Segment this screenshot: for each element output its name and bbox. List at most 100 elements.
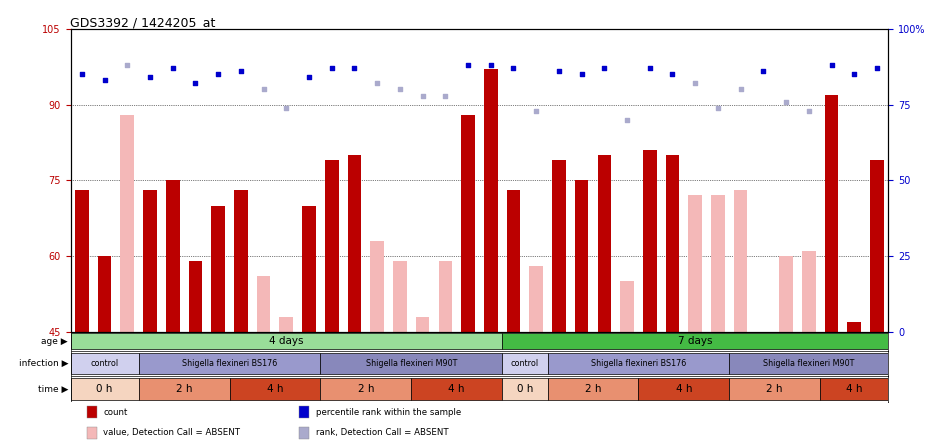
Point	[665, 71, 680, 78]
Point	[870, 65, 885, 72]
Bar	[779, 256, 793, 332]
Bar	[757, 332, 770, 357]
Bar	[325, 160, 338, 332]
Point	[97, 77, 112, 84]
Bar	[86, 406, 97, 418]
Text: 7 days: 7 days	[678, 336, 713, 346]
Point	[847, 71, 862, 78]
Text: Shigella flexineri M90T: Shigella flexineri M90T	[366, 359, 457, 368]
Text: 4 days: 4 days	[269, 336, 304, 346]
Point	[688, 80, 703, 87]
Bar	[824, 95, 838, 332]
Bar	[234, 190, 248, 332]
Text: 4 h: 4 h	[846, 384, 863, 394]
Text: 2 h: 2 h	[585, 384, 602, 394]
Point	[302, 74, 317, 81]
Bar	[257, 276, 271, 332]
Point	[279, 104, 294, 111]
Point	[438, 92, 453, 99]
Bar	[529, 266, 543, 332]
Point	[211, 71, 226, 78]
Point	[461, 62, 476, 69]
Bar	[70, 333, 502, 349]
Text: control: control	[90, 359, 118, 368]
Bar	[643, 150, 656, 332]
Bar	[802, 251, 816, 332]
Point	[324, 65, 339, 72]
Text: count: count	[103, 408, 128, 417]
Bar	[165, 180, 180, 332]
Point	[552, 68, 567, 75]
Bar	[139, 378, 229, 400]
Point	[188, 80, 203, 87]
Bar	[734, 190, 747, 332]
Bar	[484, 69, 497, 332]
Point	[415, 92, 431, 99]
Text: value, Detection Call = ABSENT: value, Detection Call = ABSENT	[103, 428, 241, 437]
Bar	[120, 115, 134, 332]
Bar	[502, 353, 547, 374]
Bar	[70, 378, 138, 400]
Bar	[502, 333, 888, 349]
Bar	[300, 427, 309, 439]
Point	[824, 62, 839, 69]
Bar	[547, 378, 638, 400]
Text: 0 h: 0 h	[517, 384, 533, 394]
Bar	[415, 317, 430, 332]
Text: control: control	[510, 359, 539, 368]
Text: 2 h: 2 h	[357, 384, 374, 394]
Text: GDS3392 / 1424205_at: GDS3392 / 1424205_at	[70, 16, 216, 29]
Text: rank, Detection Call = ABSENT: rank, Detection Call = ABSENT	[316, 428, 448, 437]
Bar	[303, 206, 316, 332]
Bar	[502, 378, 547, 400]
Point	[119, 62, 134, 69]
Bar	[666, 155, 680, 332]
Bar	[438, 261, 452, 332]
Text: 4 h: 4 h	[448, 384, 465, 394]
Point	[506, 65, 521, 72]
Bar	[552, 160, 566, 332]
Text: Shigella flexineri BS176: Shigella flexineri BS176	[591, 359, 686, 368]
Point	[528, 107, 543, 114]
Text: infection ▶: infection ▶	[19, 359, 68, 368]
Point	[369, 80, 384, 87]
Bar	[870, 160, 884, 332]
Point	[801, 107, 816, 114]
Point	[733, 86, 748, 93]
Bar	[212, 206, 225, 332]
Bar	[507, 190, 521, 332]
Text: Shigella flexineri BS176: Shigella flexineri BS176	[182, 359, 277, 368]
Point	[711, 104, 726, 111]
Bar	[574, 180, 588, 332]
Text: 4 h: 4 h	[267, 384, 283, 394]
Bar	[711, 195, 725, 332]
Bar	[638, 378, 729, 400]
Bar	[729, 353, 888, 374]
Bar	[143, 190, 157, 332]
Text: 2 h: 2 h	[176, 384, 193, 394]
Point	[74, 71, 89, 78]
Text: Shigella flexineri M90T: Shigella flexineri M90T	[763, 359, 854, 368]
Point	[642, 65, 657, 72]
Text: 2 h: 2 h	[766, 384, 783, 394]
Bar	[820, 378, 888, 400]
Bar	[86, 427, 97, 439]
Point	[597, 65, 612, 72]
Point	[233, 68, 248, 75]
Text: age ▶: age ▶	[41, 337, 68, 346]
Bar	[848, 322, 861, 332]
Text: 4 h: 4 h	[676, 384, 692, 394]
Point	[392, 86, 407, 93]
Text: time ▶: time ▶	[38, 385, 68, 393]
Point	[756, 68, 771, 75]
Point	[347, 65, 362, 72]
Bar	[370, 241, 384, 332]
Point	[778, 98, 793, 105]
Bar	[598, 155, 611, 332]
Point	[619, 116, 634, 123]
Bar	[688, 195, 702, 332]
Point	[256, 86, 271, 93]
Bar	[729, 378, 820, 400]
Text: percentile rank within the sample: percentile rank within the sample	[316, 408, 462, 417]
Bar	[279, 317, 293, 332]
